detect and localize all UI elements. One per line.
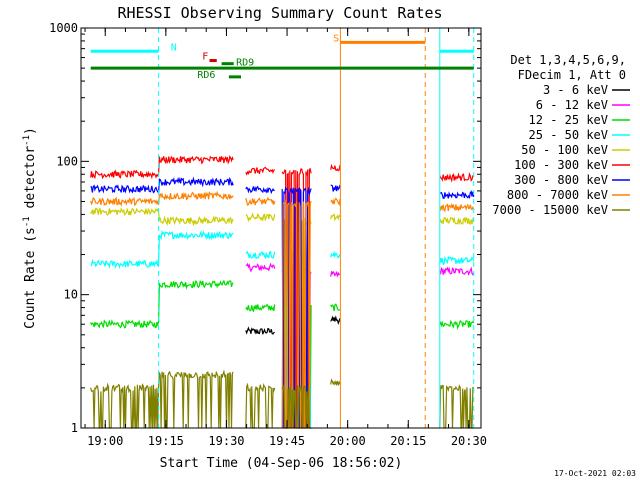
series-8-trace-1 — [245, 382, 276, 429]
series-4-trace-0 — [90, 206, 234, 227]
series-6-trace-1 — [245, 185, 275, 195]
series-6-trace-4 — [439, 190, 475, 200]
series-7-trace-1 — [245, 196, 276, 206]
legend: Det 1,3,4,5,6,9, FDecim 1, Att 0 3 - 6 k… — [492, 53, 630, 217]
x-tick-label-2: 19:30 — [208, 434, 244, 448]
series-7-trace-4 — [439, 202, 475, 213]
y-tick-label-0: 1 — [71, 421, 78, 435]
series-4-trace-3 — [330, 213, 341, 222]
series-5-trace-1 — [245, 166, 276, 176]
plot-frame — [80, 27, 482, 429]
legend-label-3: 25 - 50 keV — [529, 128, 608, 142]
chart-title: RHESSI Observing Summary Count Rates — [117, 4, 442, 22]
series-1-trace-1 — [245, 262, 276, 273]
series-0-trace-3 — [330, 315, 341, 325]
x-tick-label-4: 20:00 — [330, 434, 366, 448]
y-tick-label-1: 10 — [64, 288, 78, 302]
series-6-trace-3 — [330, 184, 341, 192]
flag-label-4: RD6 — [197, 70, 215, 81]
legend-label-7: 800 - 7000 keV — [507, 188, 608, 202]
axes: 1 10 100 1000 19:00 19:15 19:30 19:45 20:00 20:15… — [49, 21, 487, 448]
legend-label-2: 12 - 25 keV — [529, 113, 608, 127]
series-1-trace-3 — [330, 270, 341, 277]
series-2-trace-0 — [90, 279, 234, 329]
x-axis-title: Start Time (04-Sep-06 18:56:02) — [160, 456, 403, 471]
y-axis-title-end: ) — [23, 127, 38, 135]
x-tick-label-5: 20:15 — [390, 434, 426, 448]
series-1-trace-4 — [439, 266, 475, 277]
y-tick-label-2: 100 — [56, 154, 78, 168]
y-axis-title-mid: detector — [23, 146, 38, 217]
y-axis-title-main: Count Rate (s — [23, 227, 38, 329]
y-tick-label-3: 1000 — [49, 21, 78, 35]
legend-header-line-2: FDecim 1, Att 0 — [518, 68, 626, 82]
series-5-trace-4 — [439, 172, 474, 183]
legend-label-4: 50 - 100 keV — [521, 143, 608, 157]
series-4-trace-4 — [439, 216, 475, 226]
legend-label-5: 100 - 300 keV — [514, 158, 608, 172]
series-3-trace-3 — [330, 250, 341, 259]
x-tick-label-6: 20:30 — [451, 434, 487, 448]
y-axis-title-sup2: -1 — [22, 135, 32, 146]
series-7-trace-0 — [90, 190, 234, 207]
series-5-trace-0 — [90, 154, 234, 180]
x-tick-label-0: 19:00 — [87, 434, 123, 448]
plot-area: N S F RD9 RD6 — [90, 28, 475, 429]
flag-label-0: N — [171, 42, 177, 53]
series-2-trace-4 — [439, 319, 475, 331]
x-tick-label-1: 19:15 — [148, 434, 184, 448]
legend-header-line-1: Det 1,3,4,5,6,9, — [510, 53, 626, 67]
series-6-trace-0 — [90, 176, 234, 194]
legend-label-8: 7000 - 15000 keV — [492, 203, 608, 217]
y-axis-title-sup1: -1 — [22, 216, 32, 227]
series-7-trace-3 — [330, 197, 341, 207]
series-3-trace-0 — [90, 229, 234, 269]
series-4-trace-1 — [245, 212, 276, 223]
series-7-group — [90, 190, 475, 429]
legend-label-6: 300 - 800 keV — [514, 173, 608, 187]
series-8-trace-3 — [330, 378, 341, 387]
series-0-trace-1 — [245, 326, 275, 335]
series-7-trace-2 — [281, 200, 312, 429]
flag-label-3: RD9 — [236, 57, 254, 68]
footer-timestamp: 17-Oct-2021 02:03 — [554, 469, 636, 478]
legend-label-0: 3 - 6 keV — [543, 83, 608, 97]
x-tick-label-3: 19:45 — [269, 434, 305, 448]
legend-label-1: 6 - 12 keV — [536, 98, 608, 112]
series-2-trace-3 — [330, 303, 341, 312]
series-3-trace-1 — [245, 250, 276, 260]
flag-label-2: F — [202, 52, 208, 63]
y-axis-title: Count Rate (s-1 detector-1) — [22, 127, 38, 329]
series-8-trace-0 — [90, 369, 234, 429]
series-5-trace-3 — [330, 163, 341, 172]
series-3-trace-4 — [439, 255, 475, 265]
series-2-trace-1 — [245, 303, 276, 313]
flag-label-1: S — [333, 34, 339, 45]
